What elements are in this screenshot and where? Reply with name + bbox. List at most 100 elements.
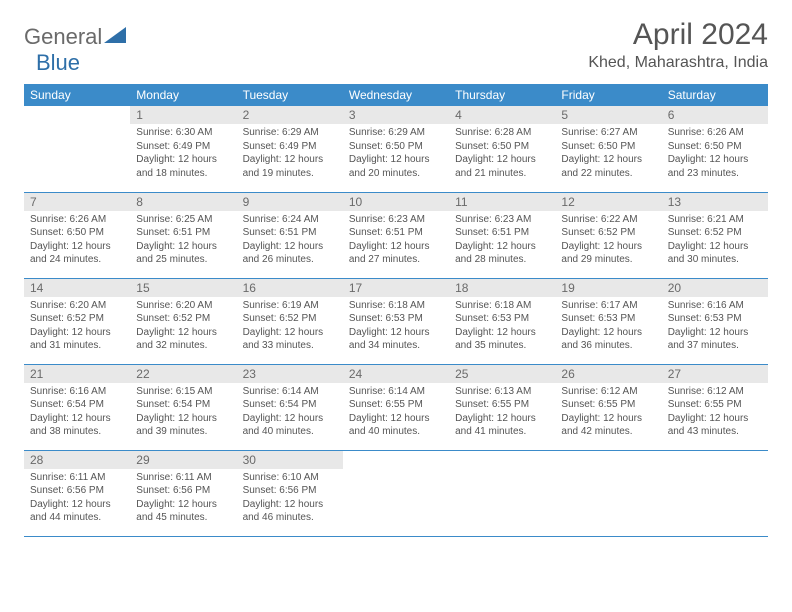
calendar-day-cell bbox=[449, 450, 555, 536]
calendar-day-cell: 7Sunrise: 6:26 AMSunset: 6:50 PMDaylight… bbox=[24, 192, 130, 278]
day-content: Sunrise: 6:16 AMSunset: 6:54 PMDaylight:… bbox=[24, 383, 130, 443]
calendar-day-cell: 25Sunrise: 6:13 AMSunset: 6:55 PMDayligh… bbox=[449, 364, 555, 450]
calendar-day-cell: 22Sunrise: 6:15 AMSunset: 6:54 PMDayligh… bbox=[130, 364, 236, 450]
calendar-day-cell bbox=[555, 450, 661, 536]
calendar-day-cell: 15Sunrise: 6:20 AMSunset: 6:52 PMDayligh… bbox=[130, 278, 236, 364]
day-content: Sunrise: 6:20 AMSunset: 6:52 PMDaylight:… bbox=[130, 297, 236, 357]
day-number: 27 bbox=[662, 365, 768, 383]
day-number: 13 bbox=[662, 193, 768, 211]
day-number: 24 bbox=[343, 365, 449, 383]
calendar-week-row: 7Sunrise: 6:26 AMSunset: 6:50 PMDaylight… bbox=[24, 192, 768, 278]
day-number: 29 bbox=[130, 451, 236, 469]
day-number: 16 bbox=[237, 279, 343, 297]
calendar-week-row: 14Sunrise: 6:20 AMSunset: 6:52 PMDayligh… bbox=[24, 278, 768, 364]
calendar-week-row: 1Sunrise: 6:30 AMSunset: 6:49 PMDaylight… bbox=[24, 106, 768, 192]
day-number: 9 bbox=[237, 193, 343, 211]
weekday-header: Wednesday bbox=[343, 84, 449, 106]
day-number: 5 bbox=[555, 106, 661, 124]
calendar-day-cell bbox=[24, 106, 130, 192]
weekday-header: Monday bbox=[130, 84, 236, 106]
calendar-day-cell: 13Sunrise: 6:21 AMSunset: 6:52 PMDayligh… bbox=[662, 192, 768, 278]
calendar-day-cell: 24Sunrise: 6:14 AMSunset: 6:55 PMDayligh… bbox=[343, 364, 449, 450]
day-number: 30 bbox=[237, 451, 343, 469]
day-content: Sunrise: 6:18 AMSunset: 6:53 PMDaylight:… bbox=[343, 297, 449, 357]
calendar-day-cell: 9Sunrise: 6:24 AMSunset: 6:51 PMDaylight… bbox=[237, 192, 343, 278]
day-content: Sunrise: 6:12 AMSunset: 6:55 PMDaylight:… bbox=[662, 383, 768, 443]
calendar-day-cell: 29Sunrise: 6:11 AMSunset: 6:56 PMDayligh… bbox=[130, 450, 236, 536]
day-number: 18 bbox=[449, 279, 555, 297]
day-number: 20 bbox=[662, 279, 768, 297]
calendar-day-cell: 27Sunrise: 6:12 AMSunset: 6:55 PMDayligh… bbox=[662, 364, 768, 450]
weekday-header: Sunday bbox=[24, 84, 130, 106]
calendar-body: 1Sunrise: 6:30 AMSunset: 6:49 PMDaylight… bbox=[24, 106, 768, 536]
day-number: 25 bbox=[449, 365, 555, 383]
day-content: Sunrise: 6:11 AMSunset: 6:56 PMDaylight:… bbox=[24, 469, 130, 529]
calendar-day-cell: 28Sunrise: 6:11 AMSunset: 6:56 PMDayligh… bbox=[24, 450, 130, 536]
weekday-header: Saturday bbox=[662, 84, 768, 106]
day-content: Sunrise: 6:28 AMSunset: 6:50 PMDaylight:… bbox=[449, 124, 555, 184]
day-content: Sunrise: 6:16 AMSunset: 6:53 PMDaylight:… bbox=[662, 297, 768, 357]
weekday-header: Friday bbox=[555, 84, 661, 106]
logo-text-blue: Blue bbox=[36, 50, 80, 76]
calendar-day-cell: 12Sunrise: 6:22 AMSunset: 6:52 PMDayligh… bbox=[555, 192, 661, 278]
calendar-day-cell bbox=[662, 450, 768, 536]
logo-text-general: General bbox=[24, 24, 102, 50]
header: General April 2024 Khed, Maharashtra, In… bbox=[24, 18, 768, 72]
day-number: 1 bbox=[130, 106, 236, 124]
calendar-day-cell: 3Sunrise: 6:29 AMSunset: 6:50 PMDaylight… bbox=[343, 106, 449, 192]
calendar-day-cell: 6Sunrise: 6:26 AMSunset: 6:50 PMDaylight… bbox=[662, 106, 768, 192]
calendar-day-cell: 18Sunrise: 6:18 AMSunset: 6:53 PMDayligh… bbox=[449, 278, 555, 364]
weekday-header: Thursday bbox=[449, 84, 555, 106]
day-content: Sunrise: 6:13 AMSunset: 6:55 PMDaylight:… bbox=[449, 383, 555, 443]
day-content: Sunrise: 6:29 AMSunset: 6:49 PMDaylight:… bbox=[237, 124, 343, 184]
calendar-day-cell: 14Sunrise: 6:20 AMSunset: 6:52 PMDayligh… bbox=[24, 278, 130, 364]
calendar-day-cell bbox=[343, 450, 449, 536]
calendar-week-row: 28Sunrise: 6:11 AMSunset: 6:56 PMDayligh… bbox=[24, 450, 768, 536]
day-content: Sunrise: 6:15 AMSunset: 6:54 PMDaylight:… bbox=[130, 383, 236, 443]
calendar-day-cell: 30Sunrise: 6:10 AMSunset: 6:56 PMDayligh… bbox=[237, 450, 343, 536]
day-content: Sunrise: 6:11 AMSunset: 6:56 PMDaylight:… bbox=[130, 469, 236, 529]
day-content: Sunrise: 6:19 AMSunset: 6:52 PMDaylight:… bbox=[237, 297, 343, 357]
day-content: Sunrise: 6:29 AMSunset: 6:50 PMDaylight:… bbox=[343, 124, 449, 184]
day-content: Sunrise: 6:24 AMSunset: 6:51 PMDaylight:… bbox=[237, 211, 343, 271]
day-number: 11 bbox=[449, 193, 555, 211]
calendar-day-cell: 26Sunrise: 6:12 AMSunset: 6:55 PMDayligh… bbox=[555, 364, 661, 450]
calendar-day-cell: 4Sunrise: 6:28 AMSunset: 6:50 PMDaylight… bbox=[449, 106, 555, 192]
calendar-day-cell: 17Sunrise: 6:18 AMSunset: 6:53 PMDayligh… bbox=[343, 278, 449, 364]
day-number: 19 bbox=[555, 279, 661, 297]
day-content: Sunrise: 6:23 AMSunset: 6:51 PMDaylight:… bbox=[343, 211, 449, 271]
day-content: Sunrise: 6:12 AMSunset: 6:55 PMDaylight:… bbox=[555, 383, 661, 443]
page: General April 2024 Khed, Maharashtra, In… bbox=[0, 0, 792, 555]
day-content: Sunrise: 6:27 AMSunset: 6:50 PMDaylight:… bbox=[555, 124, 661, 184]
day-number: 3 bbox=[343, 106, 449, 124]
day-number: 2 bbox=[237, 106, 343, 124]
day-content: Sunrise: 6:17 AMSunset: 6:53 PMDaylight:… bbox=[555, 297, 661, 357]
day-number: 23 bbox=[237, 365, 343, 383]
calendar-day-cell: 1Sunrise: 6:30 AMSunset: 6:49 PMDaylight… bbox=[130, 106, 236, 192]
calendar-day-cell: 11Sunrise: 6:23 AMSunset: 6:51 PMDayligh… bbox=[449, 192, 555, 278]
day-content: Sunrise: 6:25 AMSunset: 6:51 PMDaylight:… bbox=[130, 211, 236, 271]
day-content: Sunrise: 6:21 AMSunset: 6:52 PMDaylight:… bbox=[662, 211, 768, 271]
day-content: Sunrise: 6:26 AMSunset: 6:50 PMDaylight:… bbox=[24, 211, 130, 271]
title-block: April 2024 Khed, Maharashtra, India bbox=[588, 18, 768, 72]
calendar-day-cell: 16Sunrise: 6:19 AMSunset: 6:52 PMDayligh… bbox=[237, 278, 343, 364]
day-content: Sunrise: 6:14 AMSunset: 6:55 PMDaylight:… bbox=[343, 383, 449, 443]
calendar-day-cell: 19Sunrise: 6:17 AMSunset: 6:53 PMDayligh… bbox=[555, 278, 661, 364]
day-number: 10 bbox=[343, 193, 449, 211]
calendar-day-cell: 21Sunrise: 6:16 AMSunset: 6:54 PMDayligh… bbox=[24, 364, 130, 450]
day-content: Sunrise: 6:20 AMSunset: 6:52 PMDaylight:… bbox=[24, 297, 130, 357]
calendar-week-row: 21Sunrise: 6:16 AMSunset: 6:54 PMDayligh… bbox=[24, 364, 768, 450]
day-number: 8 bbox=[130, 193, 236, 211]
calendar-day-cell: 2Sunrise: 6:29 AMSunset: 6:49 PMDaylight… bbox=[237, 106, 343, 192]
location: Khed, Maharashtra, India bbox=[588, 54, 768, 72]
day-number: 22 bbox=[130, 365, 236, 383]
day-content: Sunrise: 6:26 AMSunset: 6:50 PMDaylight:… bbox=[662, 124, 768, 184]
day-number: 12 bbox=[555, 193, 661, 211]
day-number: 4 bbox=[449, 106, 555, 124]
calendar-header-row: SundayMondayTuesdayWednesdayThursdayFrid… bbox=[24, 84, 768, 106]
calendar-day-cell: 5Sunrise: 6:27 AMSunset: 6:50 PMDaylight… bbox=[555, 106, 661, 192]
day-number: 15 bbox=[130, 279, 236, 297]
day-number: 6 bbox=[662, 106, 768, 124]
calendar-table: SundayMondayTuesdayWednesdayThursdayFrid… bbox=[24, 84, 768, 537]
calendar-day-cell: 10Sunrise: 6:23 AMSunset: 6:51 PMDayligh… bbox=[343, 192, 449, 278]
